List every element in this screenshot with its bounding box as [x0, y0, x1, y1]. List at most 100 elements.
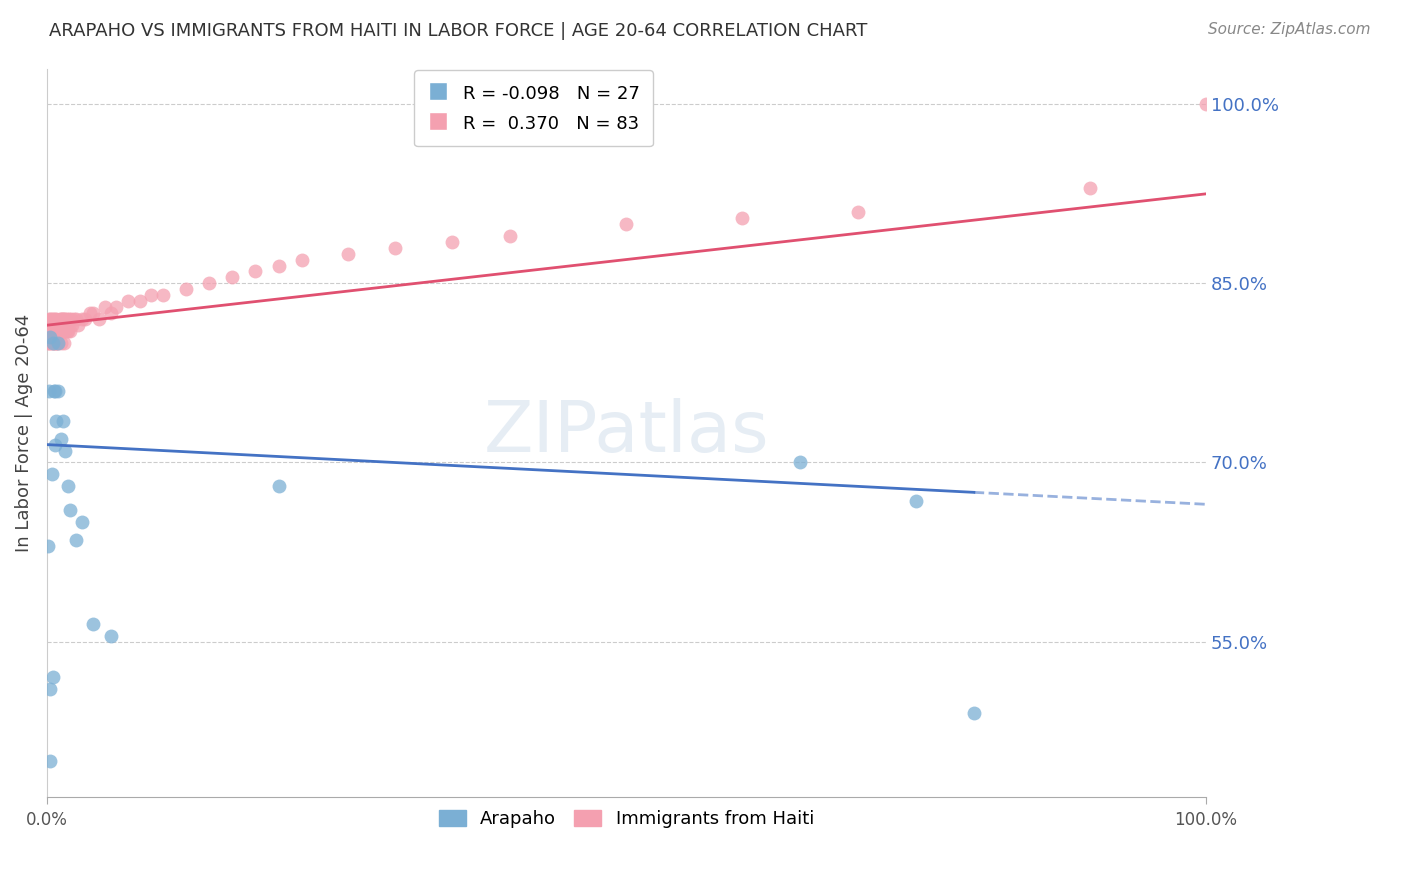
Point: [731, 211, 754, 225]
Point: [82, 306, 104, 320]
Point: [55, 312, 77, 326]
Point: [44, 336, 66, 351]
Point: [42, 336, 65, 351]
Point: [128, 294, 150, 309]
Point: [245, 264, 267, 278]
Point: [49, 312, 72, 326]
Y-axis label: In Labor Force | Age 20-64: In Labor Force | Age 20-64: [15, 313, 32, 552]
Point: [55, 443, 77, 458]
Point: [614, 217, 637, 231]
Point: [39, 336, 62, 351]
Point: [70, 515, 93, 529]
Point: [48, 336, 70, 351]
Point: [56, 324, 79, 338]
Point: [70, 312, 93, 326]
Point: [904, 493, 927, 508]
Point: [499, 228, 522, 243]
Point: [48, 324, 70, 338]
Point: [441, 235, 464, 249]
Point: [221, 270, 243, 285]
Point: [55, 324, 77, 338]
Point: [337, 246, 360, 260]
Point: [45, 312, 67, 326]
Point: [41, 324, 63, 338]
Point: [53, 312, 76, 326]
Point: [1078, 181, 1101, 195]
Point: [44, 384, 66, 398]
Point: [44, 324, 66, 338]
Point: [65, 312, 87, 326]
Point: [42, 384, 65, 398]
Text: ARAPAHO VS IMMIGRANTS FROM HAITI IN LABOR FORCE | AGE 20-64 CORRELATION CHART: ARAPAHO VS IMMIGRANTS FROM HAITI IN LABO…: [49, 22, 868, 40]
Point: [39, 330, 62, 344]
Point: [46, 336, 69, 351]
Point: [267, 479, 290, 493]
Point: [38, 312, 60, 326]
Point: [48, 336, 70, 351]
Point: [37, 539, 59, 553]
Point: [45, 414, 67, 428]
Point: [75, 312, 97, 326]
Text: ZIPatlas: ZIPatlas: [484, 398, 769, 467]
Point: [39, 682, 62, 697]
Point: [48, 318, 70, 333]
Point: [291, 252, 314, 267]
Point: [41, 336, 63, 351]
Point: [87, 312, 110, 326]
Point: [52, 414, 75, 428]
Point: [789, 455, 811, 469]
Point: [42, 324, 65, 338]
Text: Source: ZipAtlas.com: Source: ZipAtlas.com: [1208, 22, 1371, 37]
Point: [62, 312, 84, 326]
Point: [48, 384, 70, 398]
Point: [67, 318, 90, 333]
Point: [79, 306, 101, 320]
Point: [198, 277, 221, 291]
Point: [53, 324, 76, 338]
Point: [846, 204, 869, 219]
Point: [963, 706, 986, 721]
Point: [46, 324, 69, 338]
Point: [42, 318, 65, 333]
Point: [141, 288, 163, 302]
Point: [38, 336, 60, 351]
Point: [39, 754, 62, 768]
Point: [37, 336, 59, 351]
Point: [55, 312, 77, 326]
Point: [44, 437, 66, 451]
Point: [60, 312, 83, 326]
Point: [39, 318, 62, 333]
Point: [45, 336, 67, 351]
Point: [49, 432, 72, 446]
Point: [44, 312, 66, 326]
Point: [59, 324, 82, 338]
Point: [41, 336, 63, 351]
Point: [39, 312, 62, 326]
Point: [41, 312, 63, 326]
Point: [100, 629, 122, 643]
Point: [41, 324, 63, 338]
Point: [152, 288, 174, 302]
Point: [117, 294, 139, 309]
Point: [1195, 97, 1218, 112]
Point: [51, 324, 73, 338]
Point: [38, 384, 60, 398]
Point: [48, 324, 70, 338]
Point: [384, 241, 406, 255]
Point: [39, 324, 62, 338]
Point: [60, 318, 83, 333]
Point: [38, 330, 60, 344]
Point: [41, 467, 63, 482]
Point: [100, 306, 122, 320]
Point: [41, 318, 63, 333]
Point: [41, 670, 63, 684]
Point: [41, 336, 63, 351]
Point: [49, 336, 72, 351]
Point: [56, 479, 79, 493]
Point: [82, 616, 104, 631]
Point: [49, 324, 72, 338]
Point: [44, 318, 66, 333]
Point: [94, 301, 117, 315]
Point: [58, 312, 80, 326]
Point: [65, 533, 87, 547]
